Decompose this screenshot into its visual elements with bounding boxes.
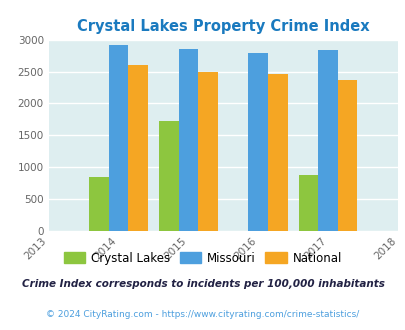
Bar bbox=[337, 81, 356, 231]
Bar bbox=[267, 74, 287, 231]
Legend: Crystal Lakes, Missouri, National: Crystal Lakes, Missouri, National bbox=[60, 247, 345, 269]
Bar bbox=[198, 72, 217, 231]
Bar bbox=[159, 121, 178, 231]
Bar bbox=[298, 176, 318, 231]
Text: © 2024 CityRating.com - https://www.cityrating.com/crime-statistics/: © 2024 CityRating.com - https://www.city… bbox=[46, 310, 359, 319]
Title: Crystal Lakes Property Crime Index: Crystal Lakes Property Crime Index bbox=[77, 19, 369, 34]
Bar bbox=[318, 50, 337, 231]
Bar bbox=[248, 53, 267, 231]
Bar bbox=[109, 45, 128, 231]
Text: Crime Index corresponds to incidents per 100,000 inhabitants: Crime Index corresponds to incidents per… bbox=[21, 279, 384, 289]
Bar bbox=[89, 177, 109, 231]
Bar bbox=[128, 65, 147, 231]
Bar bbox=[178, 49, 198, 231]
